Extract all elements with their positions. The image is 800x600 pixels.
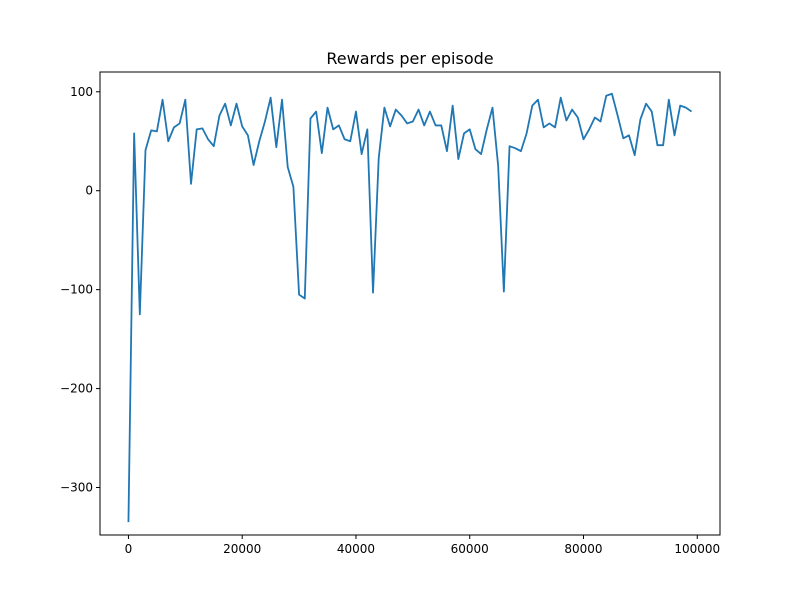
x-axis: 0 20000 40000 60000 80000 100000: [125, 535, 720, 556]
y-tick-label: 100: [70, 85, 93, 99]
x-tick-label: 20000: [223, 542, 261, 556]
y-tick-label: −300: [60, 481, 93, 495]
chart-title: Rewards per episode: [326, 49, 493, 68]
y-axis: −300 −200 −100 0 100: [60, 85, 100, 495]
plot-area: [127, 92, 693, 523]
x-tick-label: 60000: [451, 542, 489, 556]
x-tick-label: 0: [125, 542, 133, 556]
x-tick-label: 80000: [564, 542, 602, 556]
x-tick-label: 100000: [674, 542, 720, 556]
y-tick-label: 0: [85, 184, 93, 198]
x-tick-label: 40000: [337, 542, 375, 556]
series-line-0: [127, 92, 693, 523]
y-tick-label: −200: [60, 382, 93, 396]
y-tick-label: −100: [60, 283, 93, 297]
axes-frame: [99, 71, 721, 536]
